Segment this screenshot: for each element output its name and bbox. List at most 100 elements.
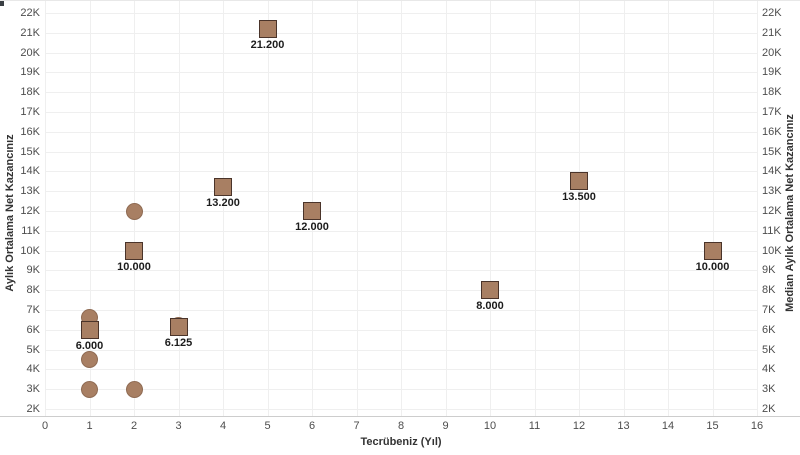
y-tick-label-left: 17K (20, 106, 40, 118)
y-tick-label-right: 14K (762, 165, 782, 178)
y-tick-label-left: 22K (20, 7, 40, 19)
y-tick-label-left: 16K (20, 125, 40, 138)
x-tick-label: 4 (219, 420, 227, 432)
data-point-label: 6.000 (75, 339, 104, 352)
data-point-circle[interactable] (81, 380, 98, 398)
data-point-label: 13.200 (206, 197, 240, 210)
y-tick-label-left: 19K (20, 66, 40, 79)
v-gridline (356, 1, 358, 416)
data-point-circle[interactable] (125, 202, 143, 220)
v-gridline (178, 1, 180, 416)
v-gridline (445, 1, 447, 416)
y-tick-label-left: 12K (20, 205, 40, 217)
y-tick-label-left: 20K (20, 46, 40, 59)
v-gridline (579, 1, 580, 416)
y-tick-label-right: 10K (762, 244, 782, 257)
data-point-label: 8.000 (476, 300, 504, 313)
data-point-label: 13.500 (562, 191, 596, 204)
v-gridline (534, 1, 536, 416)
x-tick-label: 2 (130, 420, 138, 432)
v-gridline (668, 1, 669, 416)
y-tick-label-right: 15K (762, 145, 782, 158)
y-tick-label-right: 19K (762, 66, 782, 79)
data-point-square[interactable] (214, 178, 232, 197)
y-tick-label-right: 5K (762, 343, 776, 356)
v-gridline (490, 1, 491, 416)
x-tick-label: 1 (86, 420, 93, 432)
x-tick-label: 3 (175, 420, 182, 432)
x-tick-label: 11 (528, 420, 541, 432)
v-gridline (757, 1, 758, 416)
x-tick-label: 5 (264, 420, 271, 432)
y-tick-label-right: 22K (762, 7, 782, 19)
data-point-square[interactable] (80, 320, 99, 339)
data-point-square[interactable] (703, 241, 722, 260)
right-y-axis-title: Median Aylık Ortalama Net Kazancınız (784, 114, 796, 312)
y-tick-label-right: 3K (762, 383, 776, 396)
data-point-circle[interactable] (81, 351, 98, 368)
y-tick-label-right: 7K (762, 304, 776, 316)
data-point-label: 12.000 (295, 221, 329, 233)
y-tick-label-left: 8K (26, 284, 40, 297)
data-point-square[interactable] (258, 19, 277, 38)
y-tick-label-left: 6K (26, 323, 40, 336)
y-tick-label-right: 2K (762, 403, 776, 415)
y-tick-label-right: 20K (762, 46, 782, 59)
data-point-square[interactable] (169, 318, 188, 337)
y-tick-label-right: 6K (762, 323, 776, 336)
x-tick-label: 12 (572, 420, 586, 432)
y-tick-label-left: 14K (20, 165, 40, 178)
y-tick-label-left: 13K (20, 185, 40, 198)
data-point-square[interactable] (125, 241, 143, 260)
y-tick-label-left: 15K (20, 145, 40, 158)
data-point-square[interactable] (570, 172, 588, 191)
data-point-label: 6.125 (164, 337, 193, 350)
y-tick-label-right: 18K (762, 86, 782, 99)
x-tick-label: 8 (397, 420, 405, 432)
v-gridline (45, 1, 46, 416)
y-tick-label-left: 7K (26, 304, 40, 316)
data-point-label: 10.000 (117, 260, 151, 273)
v-gridline (623, 1, 625, 416)
x-tick-label: 10 (483, 420, 497, 432)
x-axis-title: Tecrübeniz (Yıl) (360, 436, 442, 448)
data-point-square[interactable] (481, 281, 499, 300)
y-tick-label-left: 10K (20, 244, 40, 257)
data-point-label: 10.000 (695, 260, 730, 273)
v-gridline (89, 1, 91, 416)
v-gridline (712, 1, 714, 416)
y-tick-label-right: 11K (762, 224, 781, 237)
y-tick-label-right: 9K (762, 264, 776, 277)
x-axis-line (0, 416, 800, 417)
y-tick-label-right: 17K (762, 106, 782, 118)
x-tick-label: 16 (750, 420, 764, 432)
x-tick-label: 9 (442, 420, 449, 432)
x-tick-label: 7 (353, 420, 360, 432)
y-tick-label-left: 3K (26, 383, 40, 396)
data-point-label: 21.200 (250, 38, 285, 51)
data-point-circle[interactable] (125, 380, 143, 398)
v-gridline (223, 1, 224, 416)
y-tick-label-left: 11K (21, 224, 40, 237)
x-tick-label: 6 (308, 420, 316, 432)
v-gridline (401, 1, 402, 416)
y-tick-label-left: 18K (20, 86, 40, 99)
y-tick-label-right: 16K (762, 125, 782, 138)
x-tick-label: 15 (706, 420, 719, 432)
y-tick-label-left: 5K (26, 343, 40, 356)
y-tick-label-right: 21K (762, 26, 782, 39)
window-corner-artifact (0, 1, 4, 6)
y-tick-label-right: 4K (762, 363, 776, 376)
y-tick-label-left: 21K (20, 26, 40, 39)
data-point-square[interactable] (303, 202, 321, 220)
y-tick-label-left: 4K (26, 363, 40, 376)
y-tick-label-right: 8K (762, 284, 776, 297)
y-tick-label-right: 12K (762, 205, 782, 217)
v-gridline (267, 1, 269, 416)
y-tick-label-right: 13K (762, 185, 782, 198)
y-tick-label-left: 9K (26, 264, 40, 277)
x-tick-label: 14 (661, 420, 675, 432)
x-tick-label: 13 (617, 420, 630, 432)
y-tick-label-left: 2K (26, 403, 40, 415)
left-y-axis-title: Aylık Ortalama Net Kazancınız (4, 134, 16, 292)
